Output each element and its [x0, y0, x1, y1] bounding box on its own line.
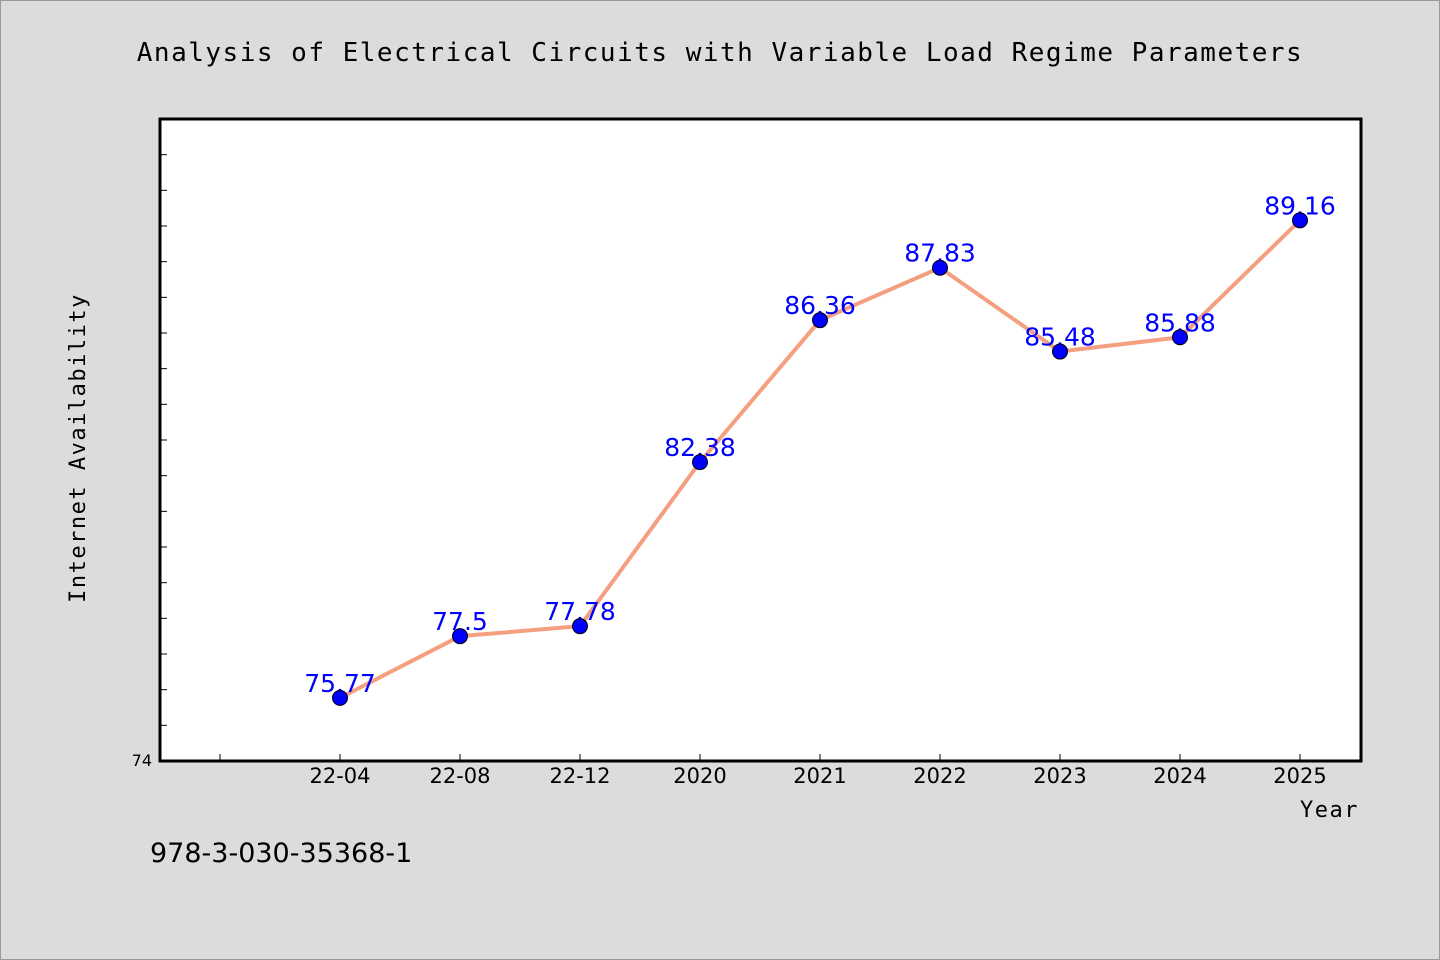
data-point	[452, 628, 468, 645]
data-point	[1052, 343, 1068, 360]
x-tick-label: 22-08	[429, 764, 490, 788]
y-axis-ticks	[160, 118, 167, 762]
data-point	[932, 259, 948, 276]
data-point	[1292, 212, 1308, 229]
x-axis-label: Year	[1300, 798, 1359, 823]
plot-area	[158, 117, 1363, 763]
x-tick-label: 2023	[1033, 764, 1086, 788]
data-point	[1172, 329, 1188, 346]
chart-title: Analysis of Electrical Circuits with Var…	[137, 38, 1303, 68]
x-tick-label: 22-12	[549, 764, 610, 788]
footer-identifier: 978-3-030-35368-1	[150, 838, 412, 869]
x-tick-label: 22-04	[309, 764, 370, 788]
x-tick-label: 2022	[913, 764, 966, 788]
data-point	[572, 618, 588, 635]
data-point	[812, 312, 828, 329]
data-point	[692, 454, 708, 471]
y-tick-label-min: 74	[132, 751, 152, 770]
x-tick-label: 2024	[1153, 764, 1206, 788]
y-axis-label: Internet Availability	[66, 293, 91, 603]
x-axis-ticks: 22-04 22-08 22-12 2020 2021 2022 2023 2024 2025	[219, 754, 1327, 788]
x-tick-label: 2025	[1273, 764, 1326, 788]
x-tick-label: 2020	[673, 764, 726, 788]
data-point	[332, 689, 348, 706]
x-tick-label: 2021	[793, 764, 846, 788]
